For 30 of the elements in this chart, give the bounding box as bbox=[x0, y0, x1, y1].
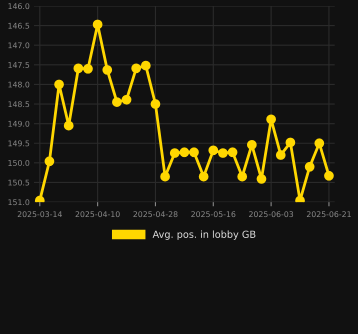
point bbox=[304, 162, 315, 172]
point bbox=[198, 172, 209, 182]
point bbox=[237, 172, 248, 182]
point bbox=[208, 145, 218, 156]
legend-label: Avg. pos. in lobby GB bbox=[152, 230, 256, 240]
point bbox=[83, 64, 93, 74]
point bbox=[112, 97, 122, 107]
point bbox=[180, 147, 190, 158]
point bbox=[218, 148, 228, 158]
point bbox=[276, 150, 286, 160]
point bbox=[54, 80, 64, 90]
point bbox=[246, 140, 257, 150]
point bbox=[314, 138, 324, 148]
point bbox=[228, 147, 238, 158]
point bbox=[73, 63, 84, 74]
point bbox=[122, 94, 132, 105]
point bbox=[92, 20, 102, 30]
point bbox=[102, 65, 112, 75]
point bbox=[286, 138, 296, 148]
point bbox=[324, 170, 334, 181]
point bbox=[256, 174, 266, 184]
point bbox=[44, 156, 54, 166]
point bbox=[266, 114, 276, 124]
point bbox=[170, 148, 180, 158]
point bbox=[64, 120, 74, 130]
point bbox=[131, 63, 142, 74]
point bbox=[160, 172, 170, 182]
point bbox=[150, 99, 160, 109]
point bbox=[189, 147, 199, 158]
point bbox=[140, 60, 151, 70]
